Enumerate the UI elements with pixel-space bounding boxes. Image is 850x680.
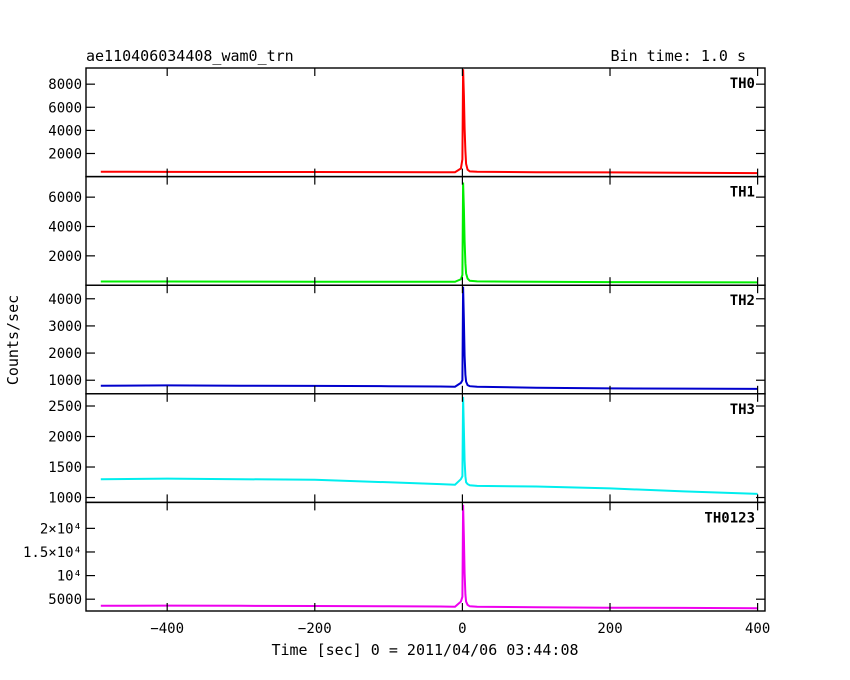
y-tick-label: 5000 [48, 592, 82, 608]
y-tick-label: 2000 [48, 346, 82, 362]
chart-title: ae110406034408_wam0_trn [86, 47, 294, 65]
y-tick-label: 4000 [48, 123, 82, 139]
y-tick-label: 1500 [48, 460, 82, 476]
y-tick-label: 3000 [48, 319, 82, 335]
y-tick-label: 8000 [48, 77, 82, 93]
panel-label: TH1 [730, 185, 755, 201]
y-tick-label: 2×10⁴ [40, 521, 82, 537]
panel-th1: 2000 4000 6000 TH1 [48, 175, 766, 286]
bin-time-label: Bin time: 1.0 s [611, 47, 746, 65]
x-axis-label: Time [sec] 0 = 2011/04/06 03:44:08 [271, 641, 578, 659]
x-tick-label: −200 [298, 621, 332, 637]
panel-th3: 1000 1500 2000 2500 TH3 [48, 393, 766, 507]
x-tick-label: 400 [745, 621, 770, 637]
y-tick-label: 2000 [48, 249, 82, 265]
panel-th0123: 5000 10⁴ 1.5×10⁴ 2×10⁴ TH0123 [23, 501, 766, 612]
y-tick-label: 1000 [48, 373, 82, 389]
panels-group: 2000 4000 6000 8000 TH0 2000 4000 6000 TH1 1000 20… [23, 67, 766, 612]
y-tick-label: 2000 [48, 430, 82, 446]
x-tick-label: 200 [597, 621, 622, 637]
y-tick-label: 1.5×10⁴ [23, 545, 82, 561]
y-tick-label: 6000 [48, 190, 82, 206]
y-axis-label: Counts/sec [4, 295, 22, 385]
series-line-th0 [100, 69, 758, 175]
panel-frame [85, 67, 766, 178]
y-tick-label: 4000 [48, 219, 82, 235]
x-tick-label: 0 [458, 621, 466, 637]
y-tick-label: 6000 [48, 100, 82, 116]
y-tick-label: 2500 [48, 399, 82, 415]
series-line-th3 [100, 396, 758, 495]
panel-frame [85, 501, 766, 612]
y-tick-label: 10⁴ [57, 569, 82, 585]
panel-frame [85, 175, 766, 286]
panel-label: TH0 [730, 76, 755, 92]
panel-label: TH0123 [704, 510, 755, 526]
panel-th2: 1000 2000 3000 4000 TH2 [48, 284, 766, 395]
series-line-th0123 [100, 504, 758, 610]
x-tick-label: −400 [150, 621, 184, 637]
panel-label: TH3 [730, 402, 755, 418]
panel-th0: 2000 4000 6000 8000 TH0 [48, 67, 766, 178]
y-tick-label: 1000 [48, 491, 82, 507]
panel-frame [85, 284, 766, 395]
x-axis: −400 −200 0 200 400 [150, 621, 770, 637]
series-line-th1 [100, 182, 758, 284]
series-line-th2 [100, 286, 758, 390]
y-tick-label: 2000 [48, 146, 82, 162]
panel-label: TH2 [730, 293, 755, 309]
panel-frame [85, 393, 766, 504]
y-tick-label: 4000 [48, 292, 82, 308]
